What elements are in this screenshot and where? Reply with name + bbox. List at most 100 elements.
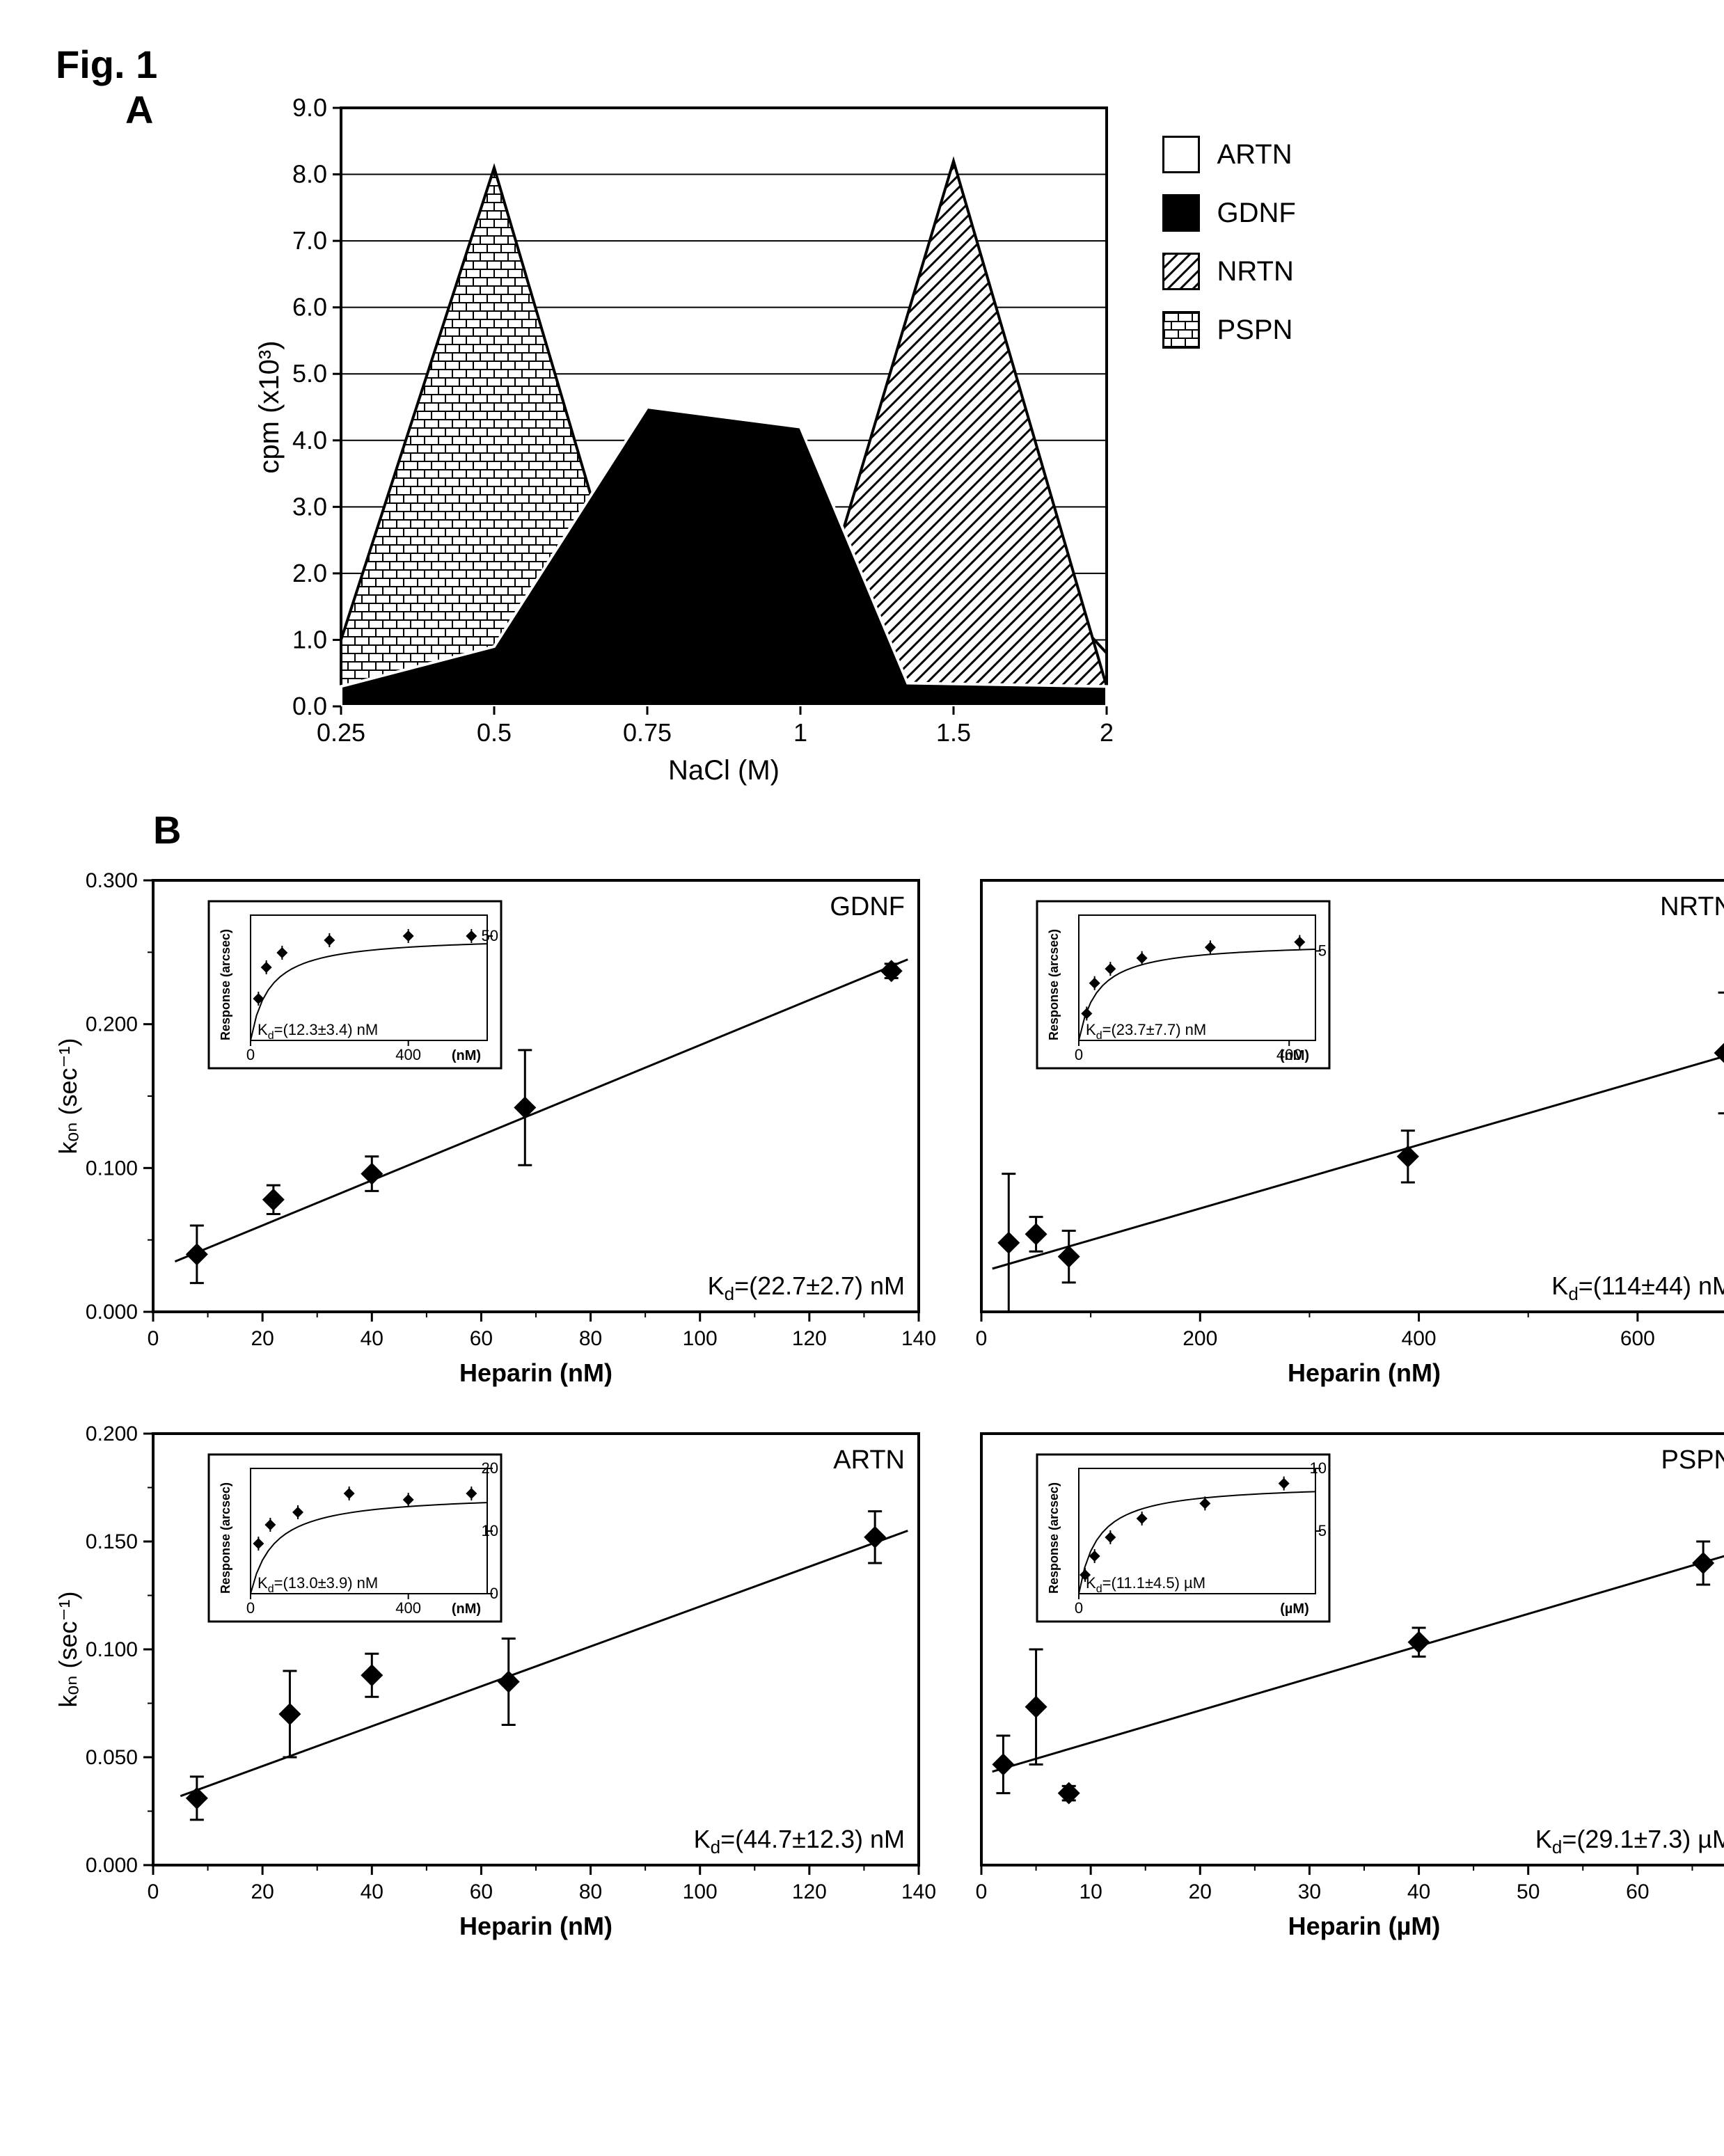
- series-name: GDNF: [830, 892, 905, 921]
- panel-a-letter: A: [125, 87, 153, 132]
- xtick: 80: [579, 1880, 602, 1903]
- panel-a-ytick: 3.0: [292, 492, 327, 521]
- xtick: 120: [792, 1880, 827, 1903]
- panel-a-ytick: 1.0: [292, 625, 327, 653]
- xtick: 100: [683, 1327, 718, 1350]
- ytick: 0.000: [86, 1301, 138, 1324]
- xtick: 400: [1402, 1327, 1437, 1350]
- panel-a-xtick: 1.5: [936, 718, 971, 747]
- panel-a-legend: ARTN GDNF NRTN: [1162, 136, 1295, 370]
- legend-swatch: [1162, 136, 1200, 173]
- panel-b-grid: 0204060801001201400.0000.1000.2000.300GD…: [56, 866, 1668, 1952]
- panel-b-letter: B: [153, 807, 181, 853]
- subplot-gdnf: 0204060801001201400.0000.1000.2000.300GD…: [56, 866, 947, 1399]
- svg-text:0: 0: [1075, 1046, 1083, 1063]
- svg-text:(nM): (nM): [452, 1048, 481, 1063]
- panel-a-ytick: 9.0: [292, 94, 327, 122]
- legend-label: GDNF: [1217, 198, 1295, 229]
- xtick: 0: [148, 1880, 159, 1903]
- xtick: 60: [470, 1327, 493, 1350]
- xtick: 40: [361, 1327, 383, 1350]
- svg-text:Response (arcsec): Response (arcsec): [219, 1482, 232, 1594]
- panel-a-ytick: 4.0: [292, 426, 327, 454]
- xlabel: Heparin (nM): [1288, 1358, 1441, 1387]
- subplot-pspn: 0102030405060700.0000.1000.2000.300PSPNK…: [960, 1420, 1724, 1952]
- xtick: 0: [148, 1327, 159, 1350]
- svg-text:(nM): (nM): [1280, 1048, 1309, 1063]
- xtick: 0: [976, 1327, 988, 1350]
- panel-a-ytick: 2.0: [292, 559, 327, 587]
- series-name: PSPN: [1661, 1445, 1724, 1475]
- xtick: 120: [792, 1327, 827, 1350]
- svg-text:10: 10: [1310, 1459, 1327, 1477]
- series-name: ARTN: [833, 1445, 905, 1475]
- legend-swatch: [1162, 194, 1200, 232]
- figure-title: Fig. 1: [56, 42, 1668, 87]
- legend-label: NRTN: [1217, 256, 1293, 287]
- legend-label: ARTN: [1217, 139, 1292, 171]
- ytick: 0.000: [86, 1854, 138, 1877]
- panel-a-xlabel: NaCl (M): [668, 755, 780, 786]
- xtick: 0: [976, 1880, 988, 1903]
- xtick: 40: [1407, 1880, 1430, 1903]
- xlabel: Heparin (µM): [1288, 1912, 1441, 1940]
- panel-a-ytick: 5.0: [292, 359, 327, 388]
- panel-a-xtick: 1: [793, 718, 807, 747]
- xtick: 200: [1183, 1327, 1217, 1350]
- ytick: 0.200: [86, 1013, 138, 1036]
- xtick: 140: [901, 1327, 936, 1350]
- svg-text:50: 50: [482, 927, 498, 944]
- panel-a-ytick: 0.0: [292, 692, 327, 720]
- xtick: 140: [901, 1880, 936, 1903]
- xtick: 10: [1079, 1880, 1102, 1903]
- xtick: 100: [683, 1880, 718, 1903]
- svg-text:5: 5: [1318, 942, 1327, 959]
- svg-text:10: 10: [482, 1522, 498, 1539]
- ylabel: kₒₙ (sec⁻¹): [56, 1038, 82, 1155]
- svg-text:0: 0: [490, 1585, 498, 1602]
- panel-a-ytick: 7.0: [292, 226, 327, 255]
- legend-swatch: [1162, 311, 1200, 349]
- legend-item-gdnf: GDNF: [1162, 194, 1295, 232]
- kd-value: Kd=(29.1±7.3) µM: [1535, 1825, 1724, 1857]
- svg-text:Response (arcsec): Response (arcsec): [1047, 1482, 1061, 1594]
- ytick: 0.300: [86, 869, 138, 892]
- legend-item-nrtn: NRTN: [1162, 253, 1295, 290]
- svg-text:(nM): (nM): [452, 1601, 481, 1617]
- svg-text:400: 400: [395, 1046, 421, 1063]
- panel-a-xtick: 2: [1100, 718, 1114, 747]
- xtick: 20: [1189, 1880, 1212, 1903]
- xtick: 50: [1517, 1880, 1540, 1903]
- svg-text:400: 400: [395, 1599, 421, 1617]
- xtick: 30: [1298, 1880, 1321, 1903]
- panel-a-ytick: 8.0: [292, 160, 327, 189]
- panel-a-xtick: 0.5: [477, 718, 512, 747]
- xlabel: Heparin (nM): [459, 1912, 612, 1940]
- svg-text:(µM): (µM): [1280, 1601, 1309, 1617]
- legend-swatch: [1162, 253, 1200, 290]
- ytick: 0.200: [86, 1422, 138, 1445]
- svg-text:Response (arcsec): Response (arcsec): [219, 929, 232, 1040]
- panel-a-ylabel: cpm (x10³): [254, 340, 285, 473]
- ytick: 0.100: [86, 1638, 138, 1661]
- ytick: 0.150: [86, 1530, 138, 1553]
- xtick: 20: [251, 1327, 274, 1350]
- xtick: 40: [361, 1880, 383, 1903]
- xtick: 600: [1620, 1327, 1655, 1350]
- kd-value: Kd=(22.7±2.7) nM: [708, 1271, 905, 1304]
- xtick: 60: [1626, 1880, 1649, 1903]
- subplot-artn: 0204060801001201400.0000.0500.1000.1500.…: [56, 1420, 947, 1952]
- ytick: 0.050: [86, 1746, 138, 1769]
- legend-label: PSPN: [1217, 315, 1292, 346]
- kd-value: Kd=(44.7±12.3) nM: [694, 1825, 905, 1857]
- svg-text:20: 20: [482, 1459, 498, 1477]
- legend-item-artn: ARTN: [1162, 136, 1295, 173]
- series-name: NRTN: [1660, 892, 1724, 921]
- panel-a-chart: 0.01.02.03.04.05.06.07.08.09.00.250.50.7…: [251, 94, 1121, 793]
- panel-a-xtick: 0.25: [317, 718, 365, 747]
- ylabel: kₒₙ (sec⁻¹): [56, 1592, 82, 1708]
- panel-a-ytick: 6.0: [292, 293, 327, 322]
- svg-text:Response (arcsec): Response (arcsec): [1047, 929, 1061, 1040]
- legend-item-pspn: PSPN: [1162, 311, 1295, 349]
- subplot-nrtn: 02004006000.0000.0500.1000.1500.2000.250…: [960, 866, 1724, 1399]
